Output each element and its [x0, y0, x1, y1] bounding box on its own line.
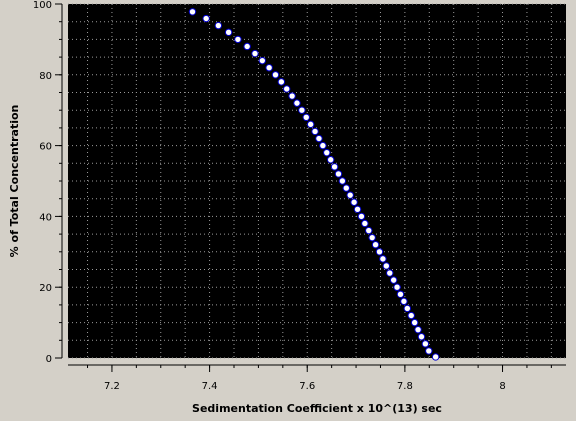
data-point	[425, 347, 433, 355]
data-point	[234, 35, 242, 44]
x-tick-label: 7.2	[104, 381, 120, 392]
data-point	[298, 106, 306, 114]
y-tick-label: 100	[33, 0, 52, 11]
y-tick-label: 60	[39, 142, 52, 153]
data-point	[202, 14, 210, 23]
data-point	[407, 311, 415, 320]
data-point	[346, 191, 354, 199]
x-tick-label: 8	[499, 381, 505, 392]
data-point	[368, 233, 376, 242]
data-point	[342, 184, 350, 192]
data-points	[188, 8, 440, 361]
data-point	[258, 56, 267, 65]
data-point	[323, 148, 331, 157]
data-point	[283, 85, 291, 93]
data-point	[417, 333, 426, 341]
data-point	[393, 283, 401, 291]
data-point	[288, 92, 296, 100]
y-tick-label: 80	[39, 71, 52, 82]
data-point	[382, 262, 391, 270]
data-point	[403, 304, 412, 313]
data-point	[302, 113, 310, 121]
data-point	[421, 340, 430, 348]
data-point	[400, 297, 408, 306]
data-point	[389, 276, 398, 284]
data-point	[365, 226, 373, 235]
data-point	[271, 71, 280, 79]
data-point	[293, 99, 301, 107]
x-tick-label: 7.4	[202, 381, 218, 392]
data-point	[431, 353, 440, 361]
data-point	[319, 141, 327, 150]
tick-marks	[55, 3, 552, 372]
data-point	[357, 212, 366, 221]
data-point	[214, 21, 223, 30]
y-tick-label: 20	[39, 283, 52, 294]
y-tick-label: 40	[39, 212, 52, 223]
data-point	[338, 177, 347, 185]
data-point	[361, 219, 369, 228]
data-point	[251, 49, 259, 58]
data-point	[315, 134, 323, 143]
y-axis-title: % of Total Concentration	[8, 105, 21, 258]
data-point	[410, 318, 419, 327]
data-point	[414, 325, 422, 334]
data-point	[265, 64, 273, 72]
data-point	[350, 198, 358, 206]
x-tick-label: 7.6	[299, 381, 315, 392]
data-point	[188, 8, 197, 16]
data-point	[386, 269, 394, 277]
data-point	[353, 205, 362, 214]
data-point	[371, 241, 380, 249]
x-tick-label: 7.8	[397, 381, 413, 392]
y-tick-label: 0	[46, 354, 52, 365]
data-point	[311, 127, 319, 136]
data-point	[375, 248, 384, 256]
data-point	[379, 255, 387, 263]
data-point	[243, 42, 251, 51]
grid-lines	[68, 3, 566, 359]
data-point	[330, 163, 339, 171]
data-point	[326, 156, 335, 164]
data-point	[224, 28, 233, 37]
data-point	[396, 290, 405, 298]
x-axis-title: Sedimentation Coefficient x 10^(13) sec	[192, 402, 442, 415]
data-point	[334, 170, 343, 178]
data-point	[277, 78, 286, 86]
data-point	[306, 120, 315, 129]
